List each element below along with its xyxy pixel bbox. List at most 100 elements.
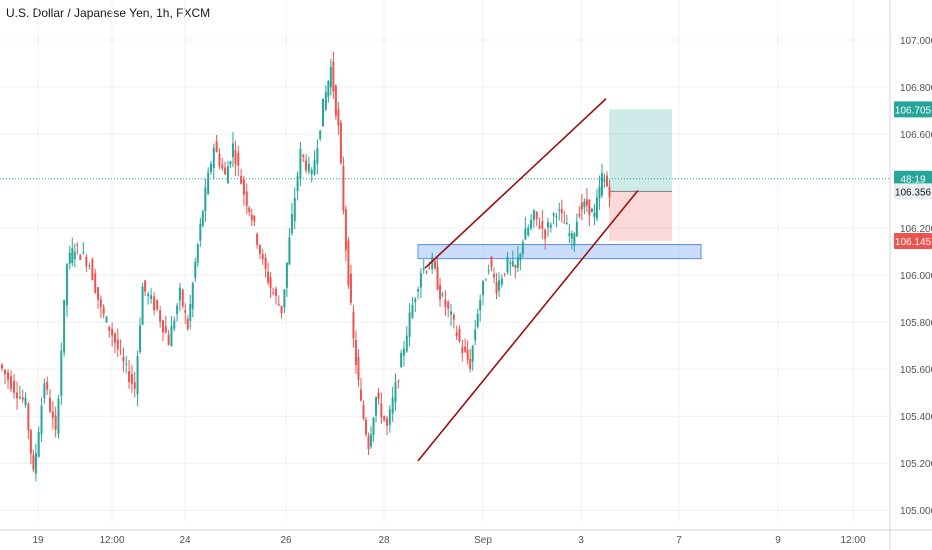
candle-body xyxy=(397,380,400,382)
candle-body xyxy=(474,329,477,341)
candle-body xyxy=(242,179,245,195)
channel-upper-line xyxy=(424,98,607,269)
candle-body xyxy=(354,340,357,365)
x-tick-label: 26 xyxy=(280,535,292,546)
candle-body xyxy=(125,363,128,365)
y-tick-label: 105.400 xyxy=(900,412,932,423)
candle-body xyxy=(82,252,85,254)
candle-body xyxy=(608,186,611,198)
candle-body xyxy=(332,61,335,92)
candle-body xyxy=(150,295,153,300)
candle-body xyxy=(37,431,40,457)
candle-body xyxy=(436,266,439,290)
candle-body xyxy=(51,411,54,418)
price-badge-label: 106.145 xyxy=(895,237,932,248)
x-tick-label: 3 xyxy=(578,535,584,546)
candle-body xyxy=(367,436,370,450)
candle-body xyxy=(224,167,227,175)
candle-body xyxy=(85,256,88,267)
y-tick-label: 106.000 xyxy=(900,271,932,282)
candle-body xyxy=(269,277,272,288)
candle-body xyxy=(24,397,27,405)
candle-body xyxy=(570,233,573,239)
candle-body xyxy=(76,244,79,246)
y-tick-label: 107.000 xyxy=(900,36,932,47)
candle-body xyxy=(598,186,601,199)
candle-body xyxy=(234,150,237,165)
candle-body xyxy=(27,403,30,431)
candle-body xyxy=(199,223,202,241)
candle-body xyxy=(461,347,464,354)
candle-body xyxy=(204,187,207,211)
candle-body xyxy=(464,346,467,352)
candle-body xyxy=(322,98,325,127)
candle-body xyxy=(400,352,403,368)
candle-body xyxy=(79,254,82,261)
price-badge-label: 106.705 xyxy=(895,105,932,116)
candle-body xyxy=(552,213,555,216)
candle-body xyxy=(479,299,482,311)
candle-body xyxy=(288,237,291,265)
candle-body xyxy=(88,265,91,267)
candle-body xyxy=(299,148,302,180)
candle-body xyxy=(94,273,97,293)
candle-body xyxy=(444,299,447,307)
candle-body xyxy=(349,273,352,303)
candle-body xyxy=(4,369,7,374)
candle-body xyxy=(173,320,176,329)
candle-body xyxy=(578,214,581,216)
candle-body xyxy=(603,179,606,182)
candle-body xyxy=(595,197,598,219)
candle-body xyxy=(302,155,305,157)
candle-body xyxy=(277,304,280,306)
chart-title: U.S. Dollar / Japanese Yen, 1h, FXCM xyxy=(6,6,211,20)
candle-body xyxy=(431,257,434,269)
candle-body xyxy=(296,175,299,192)
candle-body xyxy=(258,245,261,255)
candle-body xyxy=(181,289,184,307)
candle-body xyxy=(377,392,380,399)
candle-body xyxy=(588,199,591,216)
candle-body xyxy=(580,202,583,210)
candle-body xyxy=(60,350,63,397)
candle-body xyxy=(293,197,296,221)
candle-body xyxy=(532,210,535,221)
candle-body xyxy=(503,273,506,275)
candle-body xyxy=(605,175,608,187)
candle-body xyxy=(327,81,330,97)
candle-body xyxy=(91,259,94,281)
candle-body xyxy=(280,305,283,314)
candle-body xyxy=(383,416,386,421)
candle-body xyxy=(422,268,425,270)
y-tick-label: 106.600 xyxy=(900,130,932,141)
candle-body xyxy=(1,364,3,369)
candle-body xyxy=(357,357,360,380)
candle-body xyxy=(122,356,125,362)
candle-body xyxy=(524,228,527,240)
candle-body xyxy=(585,199,588,206)
candle-body xyxy=(482,280,485,296)
candle-body xyxy=(212,147,215,168)
candle-body xyxy=(272,292,275,294)
candle-body xyxy=(386,418,389,426)
candle-body xyxy=(434,261,437,269)
candle-body xyxy=(16,392,19,399)
candle-body xyxy=(506,256,509,273)
x-tick-label: 24 xyxy=(179,535,191,546)
candle-body xyxy=(527,227,530,236)
candle-body xyxy=(558,209,561,211)
candle-body xyxy=(153,296,156,311)
x-tick-label: 28 xyxy=(378,535,390,546)
candle-body xyxy=(176,305,179,315)
candle-body xyxy=(466,350,469,360)
candle-body xyxy=(161,320,164,333)
candle-body xyxy=(546,222,549,228)
candle-body xyxy=(116,339,119,350)
candle-body xyxy=(352,311,355,339)
candle-body xyxy=(452,314,455,320)
candle-body xyxy=(54,415,57,430)
candle-body xyxy=(530,220,533,229)
candle-body xyxy=(347,240,350,286)
candle-body xyxy=(218,153,221,166)
